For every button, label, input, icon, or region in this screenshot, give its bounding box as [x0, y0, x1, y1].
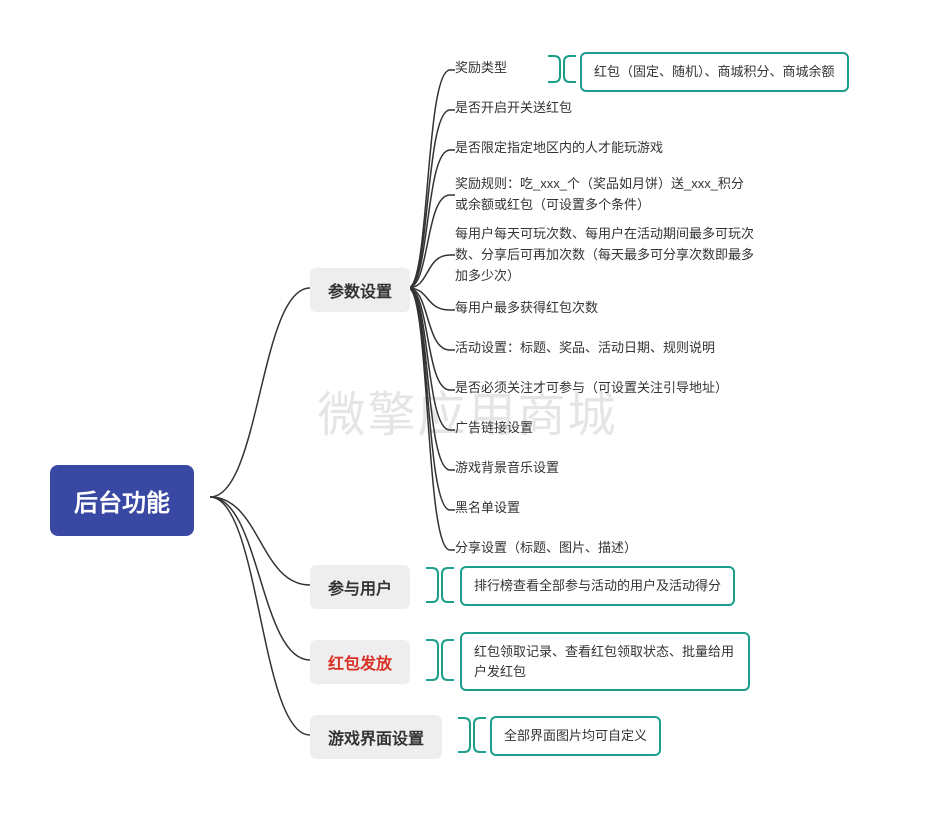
leaf-reward-type-detail[interactable]: 红包（固定、随机）、商城积分、商城余额: [580, 52, 849, 92]
leaf-max-redpacket[interactable]: 每用户最多获得红包次数: [455, 296, 598, 321]
connector-lines: [0, 0, 935, 819]
leaf-switch-redpacket[interactable]: 是否开启开关送红包: [455, 96, 572, 121]
branch-users[interactable]: 参与用户: [310, 565, 410, 609]
leaf-play-count[interactable]: 每用户每天可玩次数、每用户在活动期间最多可玩次数、分享后可再加次数（每天最多可分…: [455, 222, 755, 288]
leaf-reward-rule[interactable]: 奖励规则：吃_xxx_个（奖品如月饼）送_xxx_积分或余额或红包（可设置多个条…: [455, 172, 745, 218]
leaf-blacklist[interactable]: 黑名单设置: [455, 496, 520, 521]
leaf-region-limit[interactable]: 是否限定指定地区内的人才能玩游戏: [455, 136, 663, 161]
branch-game-ui[interactable]: 游戏界面设置: [310, 715, 442, 759]
leaf-users-ranking[interactable]: 排行榜查看全部参与活动的用户及活动得分: [460, 566, 735, 606]
branch-redpacket[interactable]: 红包发放: [310, 640, 410, 684]
leaf-activity-config[interactable]: 活动设置：标题、奖品、活动日期、规则说明: [455, 336, 715, 361]
leaf-bgm[interactable]: 游戏背景音乐设置: [455, 456, 559, 481]
leaf-follow-required[interactable]: 是否必须关注才可参与（可设置关注引导地址）: [455, 376, 728, 401]
leaf-reward-type[interactable]: 奖励类型: [455, 56, 507, 81]
leaf-ui-custom[interactable]: 全部界面图片均可自定义: [490, 716, 661, 756]
leaf-share-config[interactable]: 分享设置（标题、图片、描述）: [455, 536, 637, 561]
root-node[interactable]: 后台功能: [50, 465, 194, 536]
leaf-redpacket-records[interactable]: 红包领取记录、查看红包领取状态、批量给用户发红包: [460, 632, 750, 691]
leaf-ad-link[interactable]: 广告链接设置: [455, 416, 533, 441]
branch-params[interactable]: 参数设置: [310, 268, 410, 312]
